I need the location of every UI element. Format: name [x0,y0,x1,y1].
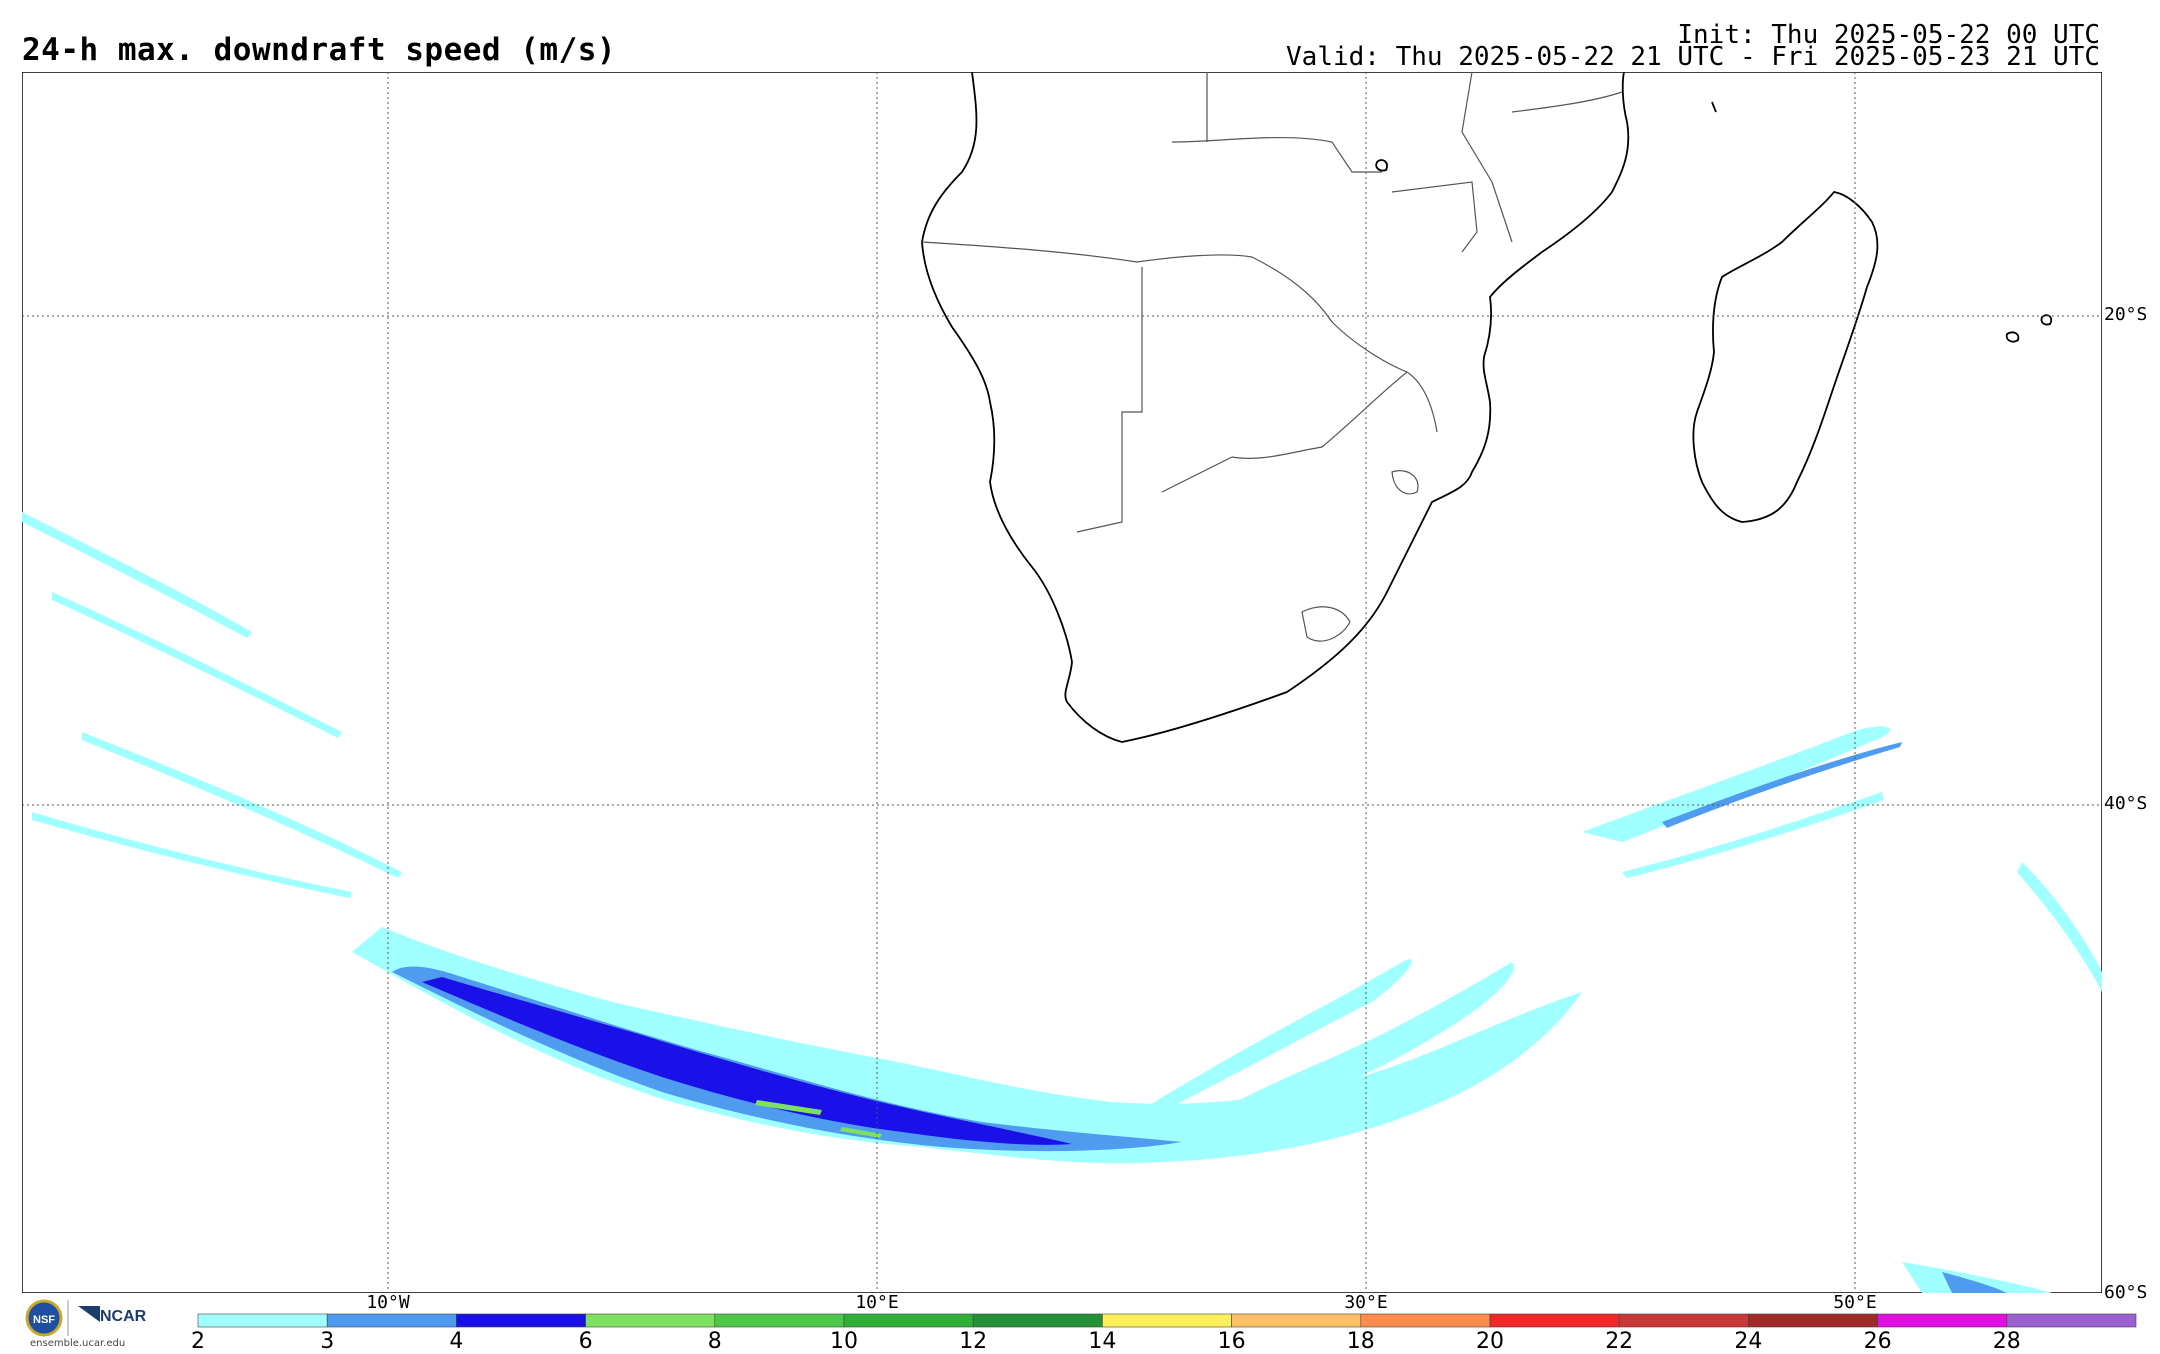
colorbar-tick-label: 18 [1346,1329,1375,1354]
colorbar-tick-label: 10 [830,1329,858,1354]
nsf-logo: NSF [25,1299,100,1337]
colorbar-box [1748,1313,1878,1328]
field-light-east2 [1152,962,1514,1152]
colorbar-tick-label: 12 [959,1329,988,1354]
island-3 [1711,101,1717,113]
colorbar-tick-label: 22 [1605,1329,1634,1354]
colorbar-box [714,1313,845,1328]
colorbar-tick-label: 4 [449,1329,464,1354]
gridlines [22,72,2102,1293]
colorbar-tick-label: 8 [707,1329,722,1354]
lake [1375,159,1388,172]
downdraft-field [22,512,2102,1293]
island-1 [2005,331,2020,343]
lat-label-60s: 60°S [2104,1282,2148,1303]
colorbar-box [1618,1313,1749,1328]
colorbar-box [585,1313,716,1328]
field-green-1 [755,1100,822,1115]
field-light-east [1122,959,1412,1132]
island-2 [2040,314,2053,326]
colorbar-box [197,1313,328,1328]
colorbar-tick-label: 2 [191,1329,205,1354]
colorbar-box [972,1313,1103,1328]
colorbar-box [456,1313,586,1328]
country-borders [921,72,1623,642]
colorbar-tick-label: 26 [1863,1329,1892,1354]
lon-label-30e: 30°E [1344,1292,1388,1313]
lon-label-50e: 50°E [1833,1292,1877,1313]
lat-label-40s: 40°S [2104,793,2148,814]
field-streaks-se [1582,726,1891,842]
field-streaks-corner [1902,1262,2052,1293]
field-streaks-se3 [1622,792,1884,878]
init-time: Init: Thu 2025-05-22 00 UTC [1677,20,2100,50]
colorbar-box [2006,1313,2137,1328]
field-green-2 [840,1127,882,1138]
forecast-map [22,72,2102,1293]
site-url: ensemble.ucar.edu [30,1338,126,1349]
colorbar-tick-label: 20 [1476,1329,1504,1354]
colorbar-tick-label: 3 [320,1329,335,1354]
lat-label-20s: 20°S [2104,304,2148,325]
colorbar-box [1877,1313,2008,1328]
map-title: 24-h max. downdraft speed (m/s) [22,32,617,68]
lon-label-10w: 10°W [366,1292,410,1313]
colorbar-tick-label: 14 [1088,1329,1117,1354]
colorbar-tick-label: 16 [1217,1329,1246,1354]
colorbar-tick-label: 28 [1992,1329,2021,1354]
field-medium-main [392,966,1182,1152]
colorbar-box [1489,1313,1620,1328]
valid-time: Valid: Thu 2025-05-22 21 UTC - Fri 2025-… [1286,42,2100,72]
lon-label-10e: 10°E [855,1292,899,1313]
colorbar-box [1102,1313,1232,1328]
field-streaks-se2 [1662,742,1902,828]
field-streaks-w2 [52,592,342,738]
colorbar-box [326,1313,457,1328]
colorbar-box [1360,1313,1491,1328]
field-streaks-fe [2017,862,2102,992]
colorbar-boxes [197,1313,2137,1328]
field-streaks-w4 [32,812,352,898]
colorbar-box [1231,1313,1362,1328]
field-streaks-w [22,512,252,638]
svg-text:NSF: NSF [33,1314,55,1326]
map-frame [22,72,2102,1293]
ncar-logo-text: NCAR [100,1308,147,1325]
colorbar-tick-label: 24 [1734,1329,1763,1354]
africa-coast [921,72,1630,743]
field-streaks-corner2 [1942,1272,2007,1293]
field-dark-core [422,977,1072,1145]
coastlines [921,72,2053,743]
colorbar-box [843,1313,974,1328]
madagascar-coast [1692,191,1879,523]
colorbar-tick-label: 6 [578,1329,593,1354]
